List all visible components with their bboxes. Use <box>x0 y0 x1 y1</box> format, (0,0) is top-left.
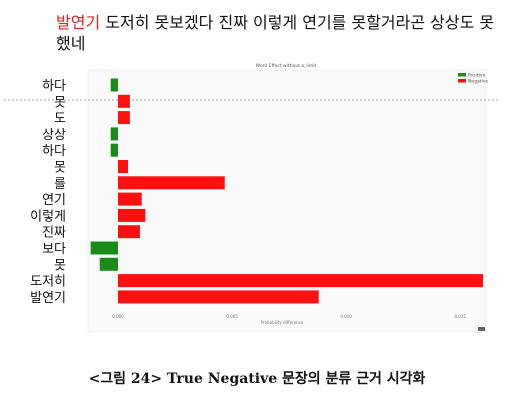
bar-9 <box>118 208 146 222</box>
category-label-2: 못 <box>54 95 66 110</box>
legend-label-2: Negative <box>468 79 488 85</box>
legend-swatch-1 <box>458 73 466 77</box>
category-label-9: 이렇게 <box>30 209 66 224</box>
bar-13 <box>118 274 483 288</box>
bar-8 <box>118 192 142 206</box>
x-tick-label-3: 0.010 <box>340 314 352 319</box>
bar-6 <box>118 160 129 173</box>
bar-7 <box>118 176 225 190</box>
x-axis-label: Probability difference <box>261 320 304 325</box>
word-effect-chart: Word Effect without a_limit PositiveNega… <box>4 63 500 333</box>
category-label-10: 진짜 <box>42 226 66 241</box>
category-label-8: 연기 <box>42 193 66 208</box>
category-label-7: 를 <box>54 177 66 192</box>
legend-swatch-2 <box>458 79 466 83</box>
sentence-highlight: 발연기 <box>56 13 101 32</box>
chart-title: Word Effect without a_limit <box>256 63 317 69</box>
bar-10 <box>118 225 140 239</box>
input-sentence: 발연기 도저히 못보겠다 진짜 이렇게 연기를 못할거라곤 상상도 못했네 <box>56 12 506 54</box>
figure-caption: <그림 24> True Negative 문장의 분류 근거 시각화 <box>88 371 426 387</box>
category-label-3: 도 <box>54 112 66 127</box>
bar-4 <box>110 127 118 141</box>
category-label-11: 보다 <box>42 242 66 257</box>
bar-1 <box>110 78 118 92</box>
category-label-5: 하다 <box>42 144 66 159</box>
bar-12 <box>99 257 118 271</box>
category-label-13: 도저히 <box>30 275 66 290</box>
bar-3 <box>118 111 130 125</box>
sentence-rest: 도저히 못보겠다 진짜 이렇게 연기를 못할거라곤 상상도 못했네 <box>56 13 495 53</box>
bars <box>90 78 483 304</box>
bar-2 <box>118 94 130 108</box>
bar-14 <box>118 290 319 304</box>
legend-label-1: Positive <box>468 73 486 79</box>
category-label-14: 발연기 <box>30 291 66 306</box>
plot-area <box>87 69 487 333</box>
x-tick-label-1: 0.000 <box>112 314 124 319</box>
x-tick-label-2: 0.005 <box>226 314 238 319</box>
x-tick-label-4: 0.015 <box>454 314 466 319</box>
category-label-12: 못 <box>54 258 66 273</box>
category-label-4: 상상 <box>42 128 66 143</box>
bar-11 <box>90 241 118 255</box>
category-label-1: 하다 <box>42 79 66 94</box>
scroll-marker <box>478 327 485 331</box>
category-label-6: 못 <box>54 161 66 176</box>
bar-5 <box>110 143 118 157</box>
